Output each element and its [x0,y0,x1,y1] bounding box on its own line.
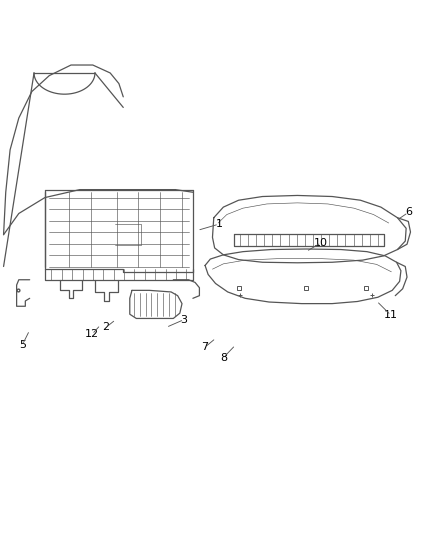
Text: 8: 8 [220,353,227,362]
Text: 3: 3 [181,314,187,325]
Text: 10: 10 [314,238,328,248]
Text: 6: 6 [405,207,412,217]
Text: 12: 12 [85,329,99,340]
Text: 11: 11 [384,310,398,320]
Text: 5: 5 [19,340,26,350]
Text: 2: 2 [102,322,110,333]
Text: 7: 7 [201,342,208,352]
Text: 1: 1 [215,219,223,229]
